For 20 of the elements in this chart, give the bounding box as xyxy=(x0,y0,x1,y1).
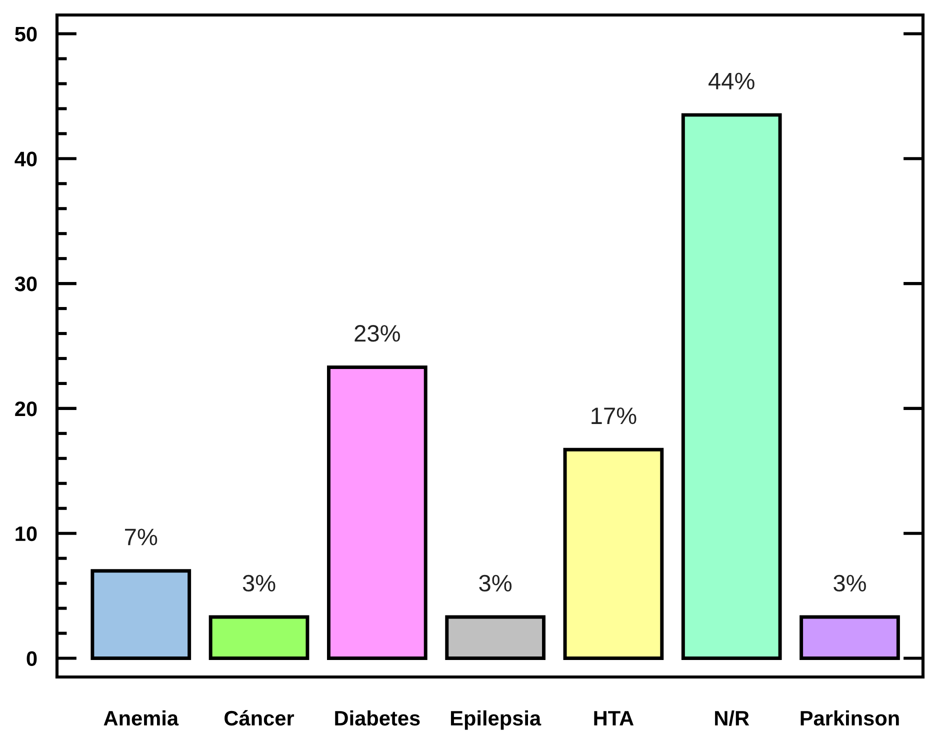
x-tick-label: Epilepsia xyxy=(450,710,542,730)
data-label: 44% xyxy=(708,72,754,90)
y-tick-label: 40 xyxy=(14,152,37,166)
x-tick-label: N/R xyxy=(715,710,750,726)
data-label: 3% xyxy=(479,574,512,592)
x-tick-label: Anemia xyxy=(104,710,179,726)
x-tick-label: HTA xyxy=(594,711,634,726)
x-tick-label: Diabetes xyxy=(335,710,420,726)
y-tick-label: 20 xyxy=(15,401,37,416)
y-tick-label: 10 xyxy=(16,526,37,542)
data-label: 3% xyxy=(834,574,866,592)
data-label: 23% xyxy=(354,325,400,342)
y-tick-label: 50 xyxy=(15,26,37,42)
x-tick-label: Parkinson xyxy=(800,710,899,726)
x-tick-label: Cáncer xyxy=(224,710,294,726)
data-label: 7% xyxy=(125,528,158,546)
y-tick-label: 30 xyxy=(14,276,37,292)
data-label: 3% xyxy=(242,574,276,592)
y-tick-label: 0 xyxy=(26,651,37,666)
data-label: 17% xyxy=(592,408,636,424)
